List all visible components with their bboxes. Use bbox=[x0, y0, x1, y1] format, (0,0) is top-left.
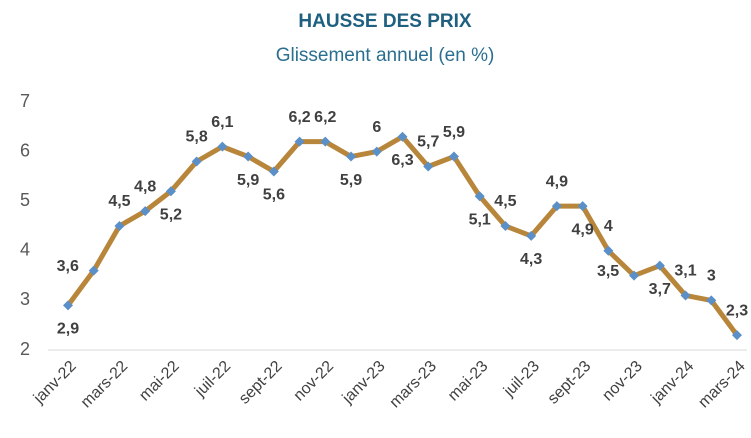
x-tick-label: nov-22 bbox=[291, 358, 338, 405]
marker bbox=[63, 300, 73, 311]
marker bbox=[217, 141, 228, 152]
data-label: 2,9 bbox=[57, 321, 79, 338]
x-tick-label: mars-24 bbox=[695, 358, 749, 412]
data-label: 3 bbox=[707, 268, 716, 285]
marker bbox=[526, 230, 537, 241]
marker bbox=[165, 186, 176, 197]
data-label: 4,5 bbox=[494, 193, 516, 210]
y-tick-label: 6 bbox=[20, 140, 30, 160]
y-tick-label: 7 bbox=[20, 91, 30, 111]
marker bbox=[680, 290, 691, 301]
marker bbox=[191, 156, 202, 167]
data-label: 3,5 bbox=[597, 263, 619, 280]
data-label: 5,2 bbox=[160, 206, 182, 223]
marker bbox=[577, 201, 588, 212]
marker bbox=[448, 151, 459, 162]
x-tick-label: janv-22 bbox=[30, 358, 80, 408]
data-label: 5,8 bbox=[186, 129, 208, 146]
y-tick-label: 5 bbox=[20, 190, 30, 210]
data-label: 6,2 bbox=[288, 109, 310, 126]
marker bbox=[551, 201, 562, 212]
marker bbox=[629, 270, 640, 281]
y-tick-label: 4 bbox=[20, 240, 30, 260]
x-tick-label: sept-22 bbox=[236, 358, 286, 408]
data-label: 2,3 bbox=[726, 302, 748, 319]
x-tick-label: mai-23 bbox=[445, 358, 492, 405]
marker bbox=[243, 151, 254, 162]
marker bbox=[423, 161, 434, 172]
data-label: 3,7 bbox=[649, 281, 671, 298]
x-tick-label: janv-23 bbox=[339, 358, 389, 408]
data-label: 5,9 bbox=[443, 124, 465, 141]
x-tick-label: sept-23 bbox=[545, 358, 595, 408]
data-label: 4,9 bbox=[546, 173, 568, 190]
x-tick-label: mai-22 bbox=[136, 358, 183, 405]
marker bbox=[603, 245, 614, 256]
data-label: 6,1 bbox=[211, 114, 233, 131]
x-tick-label: nov-23 bbox=[599, 358, 646, 405]
marker bbox=[268, 166, 279, 177]
data-label: 6 bbox=[372, 119, 381, 136]
data-label: 4,8 bbox=[134, 178, 156, 195]
marker bbox=[474, 191, 485, 202]
data-label: 4,5 bbox=[108, 193, 130, 210]
x-tick-label: janv-24 bbox=[648, 358, 698, 408]
data-label: 5,6 bbox=[263, 187, 285, 204]
marker bbox=[500, 221, 511, 231]
data-label: 4,3 bbox=[520, 251, 542, 268]
data-label: 3,6 bbox=[57, 258, 79, 275]
marker bbox=[654, 260, 665, 271]
data-label: 3,1 bbox=[674, 263, 696, 280]
marker bbox=[140, 206, 151, 217]
marker bbox=[294, 136, 305, 147]
marker bbox=[88, 265, 99, 276]
x-tick-label: mars-23 bbox=[387, 358, 441, 412]
marker bbox=[320, 136, 331, 147]
y-tick-label: 2 bbox=[20, 339, 30, 359]
y-tick-label: 3 bbox=[20, 289, 30, 309]
marker bbox=[706, 295, 717, 306]
chart-title: HAUSSE DES PRIX bbox=[298, 11, 471, 32]
data-label: 6,3 bbox=[391, 152, 413, 169]
chart-subtitle: Glissement annuel (en %) bbox=[276, 45, 495, 66]
data-label: 4 bbox=[604, 218, 613, 235]
data-label: 5,9 bbox=[237, 172, 259, 189]
marker bbox=[732, 330, 742, 341]
marker bbox=[397, 131, 408, 142]
marker bbox=[371, 146, 382, 157]
x-tick-label: juil-22 bbox=[191, 358, 234, 401]
marker bbox=[346, 151, 357, 162]
data-label: 5,9 bbox=[340, 172, 362, 189]
data-label: 5,7 bbox=[417, 134, 439, 151]
x-tick-label: juil-23 bbox=[500, 358, 543, 401]
data-label: 4,9 bbox=[571, 221, 593, 238]
marker bbox=[114, 221, 125, 231]
data-label: 5,1 bbox=[469, 211, 491, 228]
x-tick-label: mars-22 bbox=[78, 358, 132, 412]
data-label: 6,2 bbox=[314, 109, 336, 126]
